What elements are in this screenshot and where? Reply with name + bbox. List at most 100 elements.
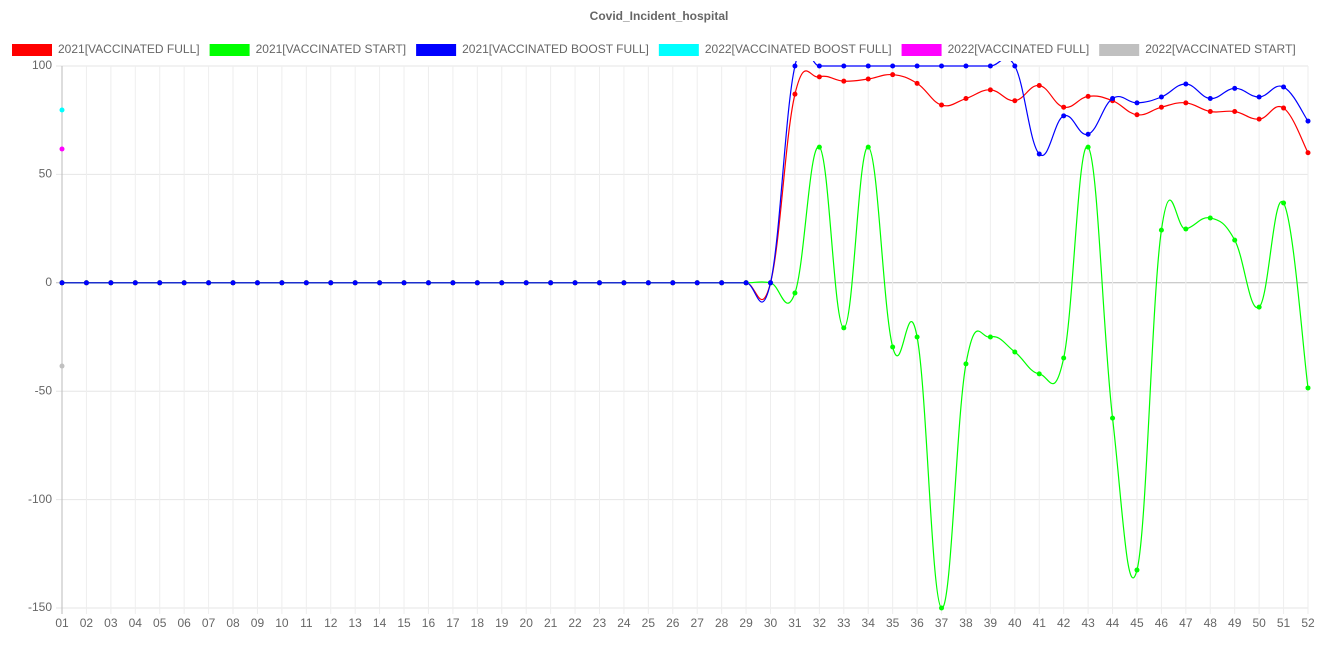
x-tick-label: 25: [642, 616, 656, 630]
data-point: [987, 63, 993, 69]
data-point: [328, 280, 334, 286]
y-tick-label: 100: [32, 58, 52, 72]
data-point: [59, 363, 65, 369]
legend-swatch: [658, 44, 699, 56]
data-point: [1158, 104, 1164, 110]
x-tick-label: 47: [1179, 616, 1193, 630]
x-tick-label: 46: [1155, 616, 1169, 630]
data-point: [1305, 385, 1311, 391]
data-point: [1256, 94, 1262, 100]
x-tick-label: 20: [520, 616, 534, 630]
x-tick-label: 19: [495, 616, 509, 630]
x-tick-label: 32: [813, 616, 827, 630]
x-tick-label: 43: [1081, 616, 1095, 630]
data-point: [352, 280, 358, 286]
legend-swatch: [209, 44, 250, 56]
data-point: [83, 280, 89, 286]
x-tick-label: 33: [837, 616, 851, 630]
legend-swatch: [12, 44, 52, 56]
data-point: [548, 280, 554, 286]
x-tick-label: 02: [80, 616, 94, 630]
legend-swatch: [416, 44, 457, 56]
data-point: [1305, 118, 1311, 124]
data-point: [401, 280, 407, 286]
x-tick-label: 18: [471, 616, 485, 630]
x-tick-label: 35: [886, 616, 900, 630]
legend-label: 2022[VACCINATED BOOST FULL]: [705, 42, 892, 56]
x-tick-label: 26: [666, 616, 680, 630]
x-tick-label: 23: [593, 616, 607, 630]
series-line: [61, 146, 1309, 609]
data-point: [1012, 63, 1018, 69]
x-tick-label: 10: [275, 616, 289, 630]
x-tick-label: 38: [959, 616, 973, 630]
data-point: [1207, 96, 1213, 102]
legend-swatch: [1099, 44, 1140, 56]
data-point: [939, 63, 945, 69]
data-point: [1036, 371, 1042, 377]
data-point: [792, 290, 798, 296]
legend-label: 2021[VACCINATED START]: [256, 42, 407, 56]
data-point: [1134, 112, 1140, 118]
y-tick-label: 0: [45, 275, 52, 289]
series-line: [61, 70, 1309, 301]
data-point: [1281, 84, 1287, 90]
x-tick-label: 41: [1033, 616, 1047, 630]
x-tick-label: 24: [617, 616, 631, 630]
data-point: [1061, 104, 1067, 110]
data-point: [1134, 567, 1140, 573]
series-line: [61, 61, 1309, 303]
data-point: [792, 63, 798, 69]
x-tick-label: 27: [691, 616, 705, 630]
data-point: [1281, 200, 1287, 206]
data-point: [621, 280, 627, 286]
legend-label: 2022[VACCINATED START]: [1145, 42, 1296, 56]
data-point: [377, 280, 383, 286]
data-point: [816, 63, 822, 69]
x-tick-label: 12: [324, 616, 338, 630]
x-tick-label: 08: [226, 616, 240, 630]
data-point: [572, 280, 578, 286]
x-tick-label: 28: [715, 616, 729, 630]
data-point: [1183, 226, 1189, 232]
data-point: [694, 280, 700, 286]
x-tick-label: 34: [862, 616, 876, 630]
data-point: [132, 280, 138, 286]
data-point: [1036, 83, 1042, 89]
y-tick-label: -100: [28, 492, 52, 506]
chart-title: Covid_Incident_hospital: [590, 9, 729, 23]
data-point: [914, 334, 920, 340]
data-point: [768, 280, 774, 286]
x-tick-label: 16: [422, 616, 436, 630]
data-point: [425, 280, 431, 286]
data-point: [939, 102, 945, 108]
x-tick-label: 37: [935, 616, 949, 630]
data-point: [181, 280, 187, 286]
data-point: [987, 87, 993, 93]
legend-swatch: [901, 44, 942, 56]
data-point: [303, 280, 309, 286]
data-point: [914, 80, 920, 86]
data-point: [841, 325, 847, 331]
data-point: [816, 144, 822, 150]
y-tick-label: 50: [39, 167, 53, 181]
data-point: [816, 74, 822, 80]
data-point: [1085, 93, 1091, 99]
data-point: [939, 605, 945, 611]
data-point: [890, 72, 896, 78]
y-tick-label: -150: [28, 600, 52, 614]
data-point: [230, 280, 236, 286]
data-point: [1256, 304, 1262, 310]
data-point: [1012, 98, 1018, 104]
x-tick-label: 07: [202, 616, 216, 630]
data-point: [1305, 150, 1311, 156]
data-point: [670, 280, 676, 286]
x-tick-label: 15: [397, 616, 411, 630]
data-point: [1012, 349, 1018, 355]
data-point: [59, 280, 65, 286]
x-tick-label: 50: [1252, 616, 1266, 630]
x-tick-label: 01: [55, 616, 69, 630]
x-tick-label: 39: [984, 616, 998, 630]
data-point: [792, 91, 798, 97]
